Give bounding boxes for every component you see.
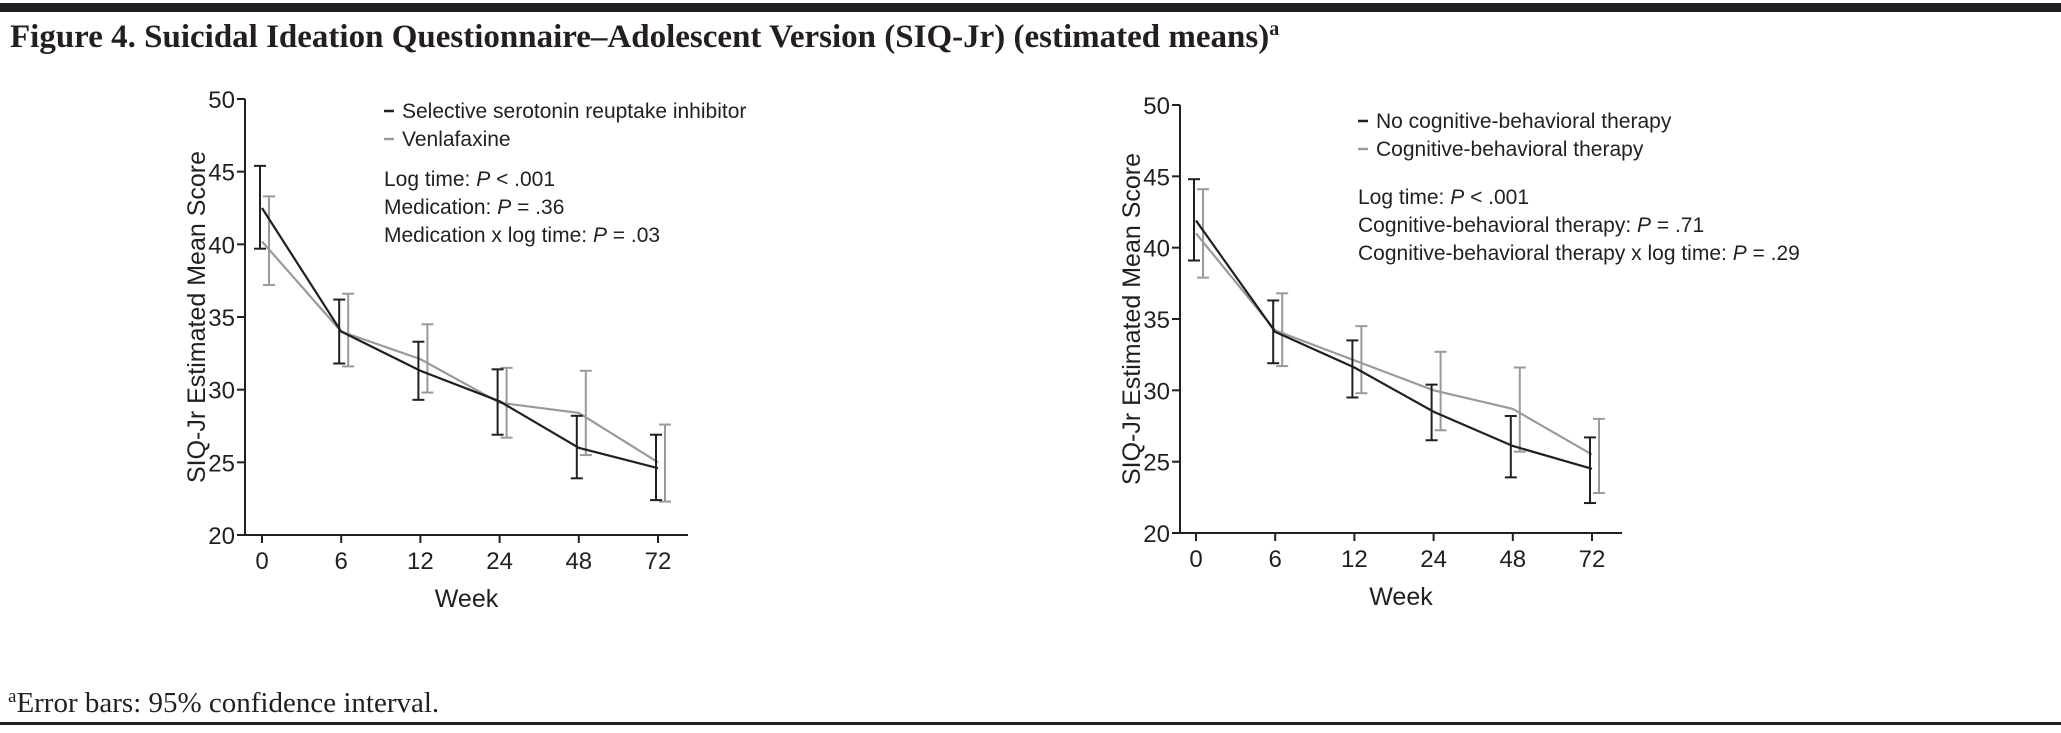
y-tick-label: 20 — [208, 523, 235, 550]
y-axis-label: SIQ-Jr Estimated Mean Score — [183, 151, 211, 483]
stat-label: Log time: — [384, 168, 476, 191]
stat-annotation: Log time: P < .001 — [384, 168, 555, 191]
y-tick-label: 40 — [208, 232, 235, 259]
stat-annotation: Medication x log time: P = .03 — [384, 224, 660, 247]
x-tick-label: 48 — [565, 548, 592, 575]
x-tick-label: 72 — [1579, 546, 1606, 573]
chart-2: 20 25 30 35 40 45 50 0 6 12 24 48 72 Week SIQ-Jr Estim… — [1118, 93, 1800, 611]
y-axis-label: SIQ-Jr Estimated Mean Score — [1118, 153, 1146, 485]
stat-annotation: Log time: P < .001 — [1358, 186, 1529, 209]
y-tick-label: 40 — [1143, 236, 1170, 263]
series-line — [261, 207, 659, 470]
stat-label: Cognitive-behavioral therapy: — [1358, 214, 1637, 237]
figure-title-text: Figure 4. Suicidal Ideation Questionnair… — [10, 19, 1269, 55]
stat-p: P — [497, 196, 511, 219]
series-1 — [254, 164, 662, 502]
x-axis-label: Week — [435, 585, 499, 613]
series-2 — [261, 195, 671, 503]
stat-value: = .36 — [511, 196, 564, 219]
stat-value: = .71 — [1651, 214, 1704, 237]
x-tick-label: 12 — [1341, 546, 1368, 573]
footnote-text: Error bars: 95% confidence interval. — [16, 687, 439, 719]
title-superscript: a — [1269, 18, 1279, 40]
stat-p: P — [476, 168, 490, 191]
x-tick-label: 6 — [335, 548, 348, 575]
y-tick-label: 25 — [208, 450, 235, 477]
y-tick-label: 20 — [1143, 521, 1170, 548]
stat-p: P — [593, 224, 607, 247]
bottom-rule — [0, 722, 2061, 725]
y-tick-label: 45 — [1143, 164, 1170, 191]
footnote-superscript: a — [8, 686, 17, 707]
stat-value: < .001 — [490, 168, 555, 191]
footnote: aError bars: 95% confidence interval. — [8, 686, 439, 719]
legend-label: Venlafaxine — [402, 128, 511, 151]
series-line — [261, 240, 659, 464]
y-tick-label: 25 — [1143, 450, 1170, 477]
x-tick-label: 0 — [1189, 546, 1202, 573]
stat-label: Medication x log time: — [384, 224, 593, 247]
stat-annotation: Medication: P = .36 — [384, 196, 564, 219]
chart-1: 20 25 30 35 40 45 50 0 6 12 24 48 72 Week SIQ-Jr Estim… — [183, 87, 746, 613]
top-rule — [0, 3, 2061, 12]
stat-annotation: Cognitive-behavioral therapy x log time:… — [1358, 242, 1800, 265]
series-1 — [1188, 178, 1596, 505]
x-tick-label: 72 — [645, 548, 672, 575]
x-tick-label: 0 — [255, 548, 268, 575]
y-tick-label: 50 — [1143, 93, 1170, 120]
y-tick-label: 30 — [208, 378, 235, 405]
x-tick-label: 6 — [1269, 546, 1282, 573]
series-line — [1195, 232, 1593, 456]
stat-label: Cognitive-behavioral therapy x log time: — [1358, 242, 1733, 265]
x-tick-label: 24 — [1420, 546, 1447, 573]
y-tick-label: 35 — [1143, 307, 1170, 334]
stat-value: = .29 — [1747, 242, 1800, 265]
x-axis-label: Week — [1369, 583, 1433, 611]
stat-p: P — [1637, 214, 1651, 237]
y-tick-label: 35 — [208, 305, 235, 332]
stat-p: P — [1733, 242, 1747, 265]
stat-p: P — [1450, 186, 1464, 209]
x-tick-label: 24 — [486, 548, 513, 575]
legend-label: Selective serotonin reuptake inhibitor — [402, 100, 746, 123]
figure-title: Figure 4. Suicidal Ideation Questionnair… — [10, 18, 1279, 55]
legend-label: Cognitive-behavioral therapy — [1376, 138, 1644, 161]
stat-value: < .001 — [1464, 186, 1529, 209]
stat-label: Medication: — [384, 196, 497, 219]
stat-label: Log time: — [1358, 186, 1450, 209]
series-line — [1195, 219, 1593, 470]
y-tick-label: 45 — [208, 160, 235, 187]
y-tick-label: 30 — [1143, 378, 1170, 405]
stat-annotation: Cognitive-behavioral therapy: P = .71 — [1358, 214, 1704, 237]
stat-value: = .03 — [607, 224, 660, 247]
x-tick-label: 12 — [407, 548, 434, 575]
y-tick-label: 50 — [208, 87, 235, 114]
legend-label: No cognitive-behavioral therapy — [1376, 110, 1672, 133]
x-tick-label: 48 — [1499, 546, 1526, 573]
